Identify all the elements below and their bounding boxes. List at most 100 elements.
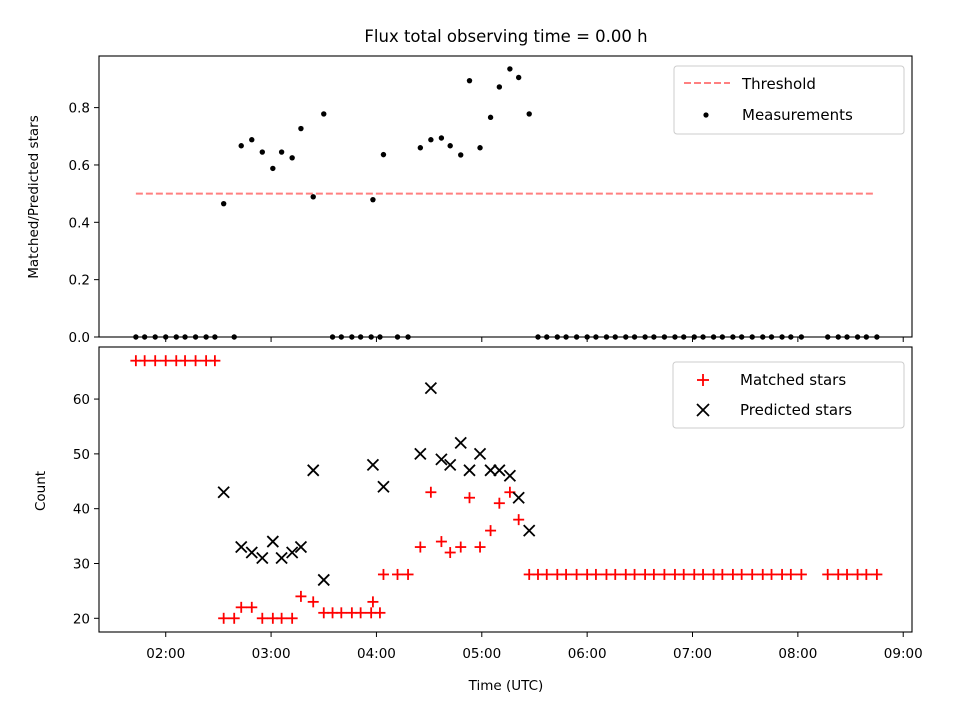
predicted-star-point bbox=[286, 546, 299, 559]
matched-star-point bbox=[228, 612, 240, 624]
measurement-point bbox=[417, 145, 424, 151]
matched-star-point bbox=[513, 514, 525, 526]
top-plot-frame bbox=[98, 55, 913, 338]
matched-star-point bbox=[493, 497, 505, 509]
predicted-legend-swatch bbox=[696, 403, 710, 417]
predicted-star-point bbox=[463, 464, 476, 477]
x-tick-label: 07:00 bbox=[673, 646, 712, 662]
matched-star-point bbox=[746, 568, 758, 580]
matched-star-point bbox=[256, 612, 268, 624]
measurement-point bbox=[298, 125, 304, 132]
matched-star-point bbox=[402, 568, 414, 580]
measurements-legend-label: Measurements bbox=[742, 106, 853, 124]
matched-star-point bbox=[474, 541, 486, 553]
matched-star-point bbox=[871, 568, 883, 580]
measurement-point bbox=[370, 196, 376, 203]
measurement-point bbox=[458, 152, 464, 158]
matched-star-point bbox=[485, 525, 497, 537]
predicted-star-point bbox=[366, 458, 380, 471]
measurement-point bbox=[515, 74, 522, 81]
y-tick-label: 0.2 bbox=[69, 273, 90, 289]
matched-star-point bbox=[678, 568, 690, 580]
top-y-axis-label: Matched/Predicted stars bbox=[26, 115, 42, 278]
predicted-legend-label: Predicted stars bbox=[740, 401, 852, 419]
matched-star-point bbox=[414, 541, 426, 553]
matched-star-point bbox=[374, 607, 386, 619]
matched-star-point bbox=[629, 568, 641, 580]
matched-star-point bbox=[307, 596, 319, 608]
predicted-star-point bbox=[307, 464, 320, 477]
matched-star-point bbox=[658, 568, 670, 580]
top-panel: Flux total observing time = 0.00 h Match… bbox=[26, 27, 913, 346]
matched-star-point bbox=[571, 568, 583, 580]
predicted-star-point bbox=[484, 464, 497, 477]
x-tick-label: 09:00 bbox=[884, 646, 923, 662]
matched-star-point bbox=[860, 568, 872, 580]
measurement-point bbox=[428, 137, 434, 143]
bottom-legend: Matched stars Predicted stars bbox=[672, 361, 905, 429]
measurement-point bbox=[466, 77, 473, 84]
predicted-star-point bbox=[444, 458, 457, 471]
predicted-star-point bbox=[235, 540, 248, 554]
matched-star-point bbox=[766, 568, 778, 580]
y-tick-label: 40 bbox=[73, 502, 90, 518]
matched-star-point bbox=[286, 612, 298, 624]
matched-star-point bbox=[822, 568, 834, 580]
predicted-star-point bbox=[317, 573, 330, 587]
count-points-layer bbox=[130, 355, 883, 624]
matched-star-point bbox=[590, 568, 602, 580]
y-tick-label: 0.0 bbox=[69, 330, 90, 346]
matched-star-point bbox=[209, 355, 221, 367]
measurement-point bbox=[238, 143, 244, 149]
predicted-star-point bbox=[473, 447, 487, 461]
bottom-y-axis-label: Count bbox=[33, 471, 49, 511]
matched-star-point bbox=[335, 607, 347, 619]
predicted-star-point bbox=[256, 551, 269, 565]
x-tick-label: 03:00 bbox=[252, 646, 291, 662]
predicted-star-point bbox=[414, 447, 427, 461]
predicted-star-point bbox=[523, 524, 536, 537]
matched-star-point bbox=[392, 568, 404, 580]
matched-legend-swatch bbox=[697, 374, 709, 386]
matched-star-point bbox=[218, 612, 230, 624]
predicted-star-point bbox=[245, 546, 258, 559]
measurement-point bbox=[310, 194, 316, 200]
measurement-point bbox=[270, 165, 276, 172]
y-tick-label: 30 bbox=[73, 556, 90, 572]
matched-star-point bbox=[736, 568, 748, 580]
matched-star-point bbox=[179, 355, 191, 367]
top-chart-title: Flux total observing time = 0.00 h bbox=[364, 27, 647, 46]
predicted-star-point bbox=[377, 480, 390, 493]
predicted-star-point bbox=[275, 551, 288, 565]
y-tick-label: 0.4 bbox=[69, 215, 90, 231]
matched-star-point bbox=[425, 486, 437, 498]
matched-star-point bbox=[276, 612, 288, 624]
measurement-point bbox=[321, 111, 327, 117]
matched-star-point bbox=[841, 568, 853, 580]
measurement-point bbox=[380, 151, 387, 158]
matched-star-point bbox=[444, 547, 456, 559]
matched-star-point bbox=[367, 596, 379, 608]
matched-star-point bbox=[435, 536, 447, 548]
matched-star-point bbox=[246, 601, 258, 613]
measurement-point bbox=[487, 114, 494, 121]
matched-star-point bbox=[235, 601, 247, 613]
matched-star-point bbox=[648, 568, 660, 580]
matched-star-point bbox=[377, 568, 389, 580]
measurement-point bbox=[249, 137, 255, 143]
bottom-plot-frame bbox=[98, 346, 913, 633]
predicted-star-point bbox=[266, 535, 279, 548]
predicted-star-point bbox=[217, 486, 230, 499]
bottom-x-ticks: 02:00 03:00 04:00 05:00 06:00 07:00 08:00 09:00 bbox=[146, 632, 923, 662]
threshold-legend-label: Threshold bbox=[741, 75, 816, 93]
matched-star-point bbox=[541, 568, 553, 580]
matched-star-point bbox=[295, 590, 307, 602]
x-tick-label: 02:00 bbox=[146, 646, 185, 662]
predicted-star-point bbox=[294, 540, 308, 554]
measurement-point bbox=[438, 135, 445, 141]
matched-star-point bbox=[160, 355, 172, 367]
matched-star-point bbox=[464, 492, 476, 504]
measurements-legend-swatch bbox=[703, 112, 709, 118]
x-axis-label: Time (UTC) bbox=[468, 678, 544, 694]
